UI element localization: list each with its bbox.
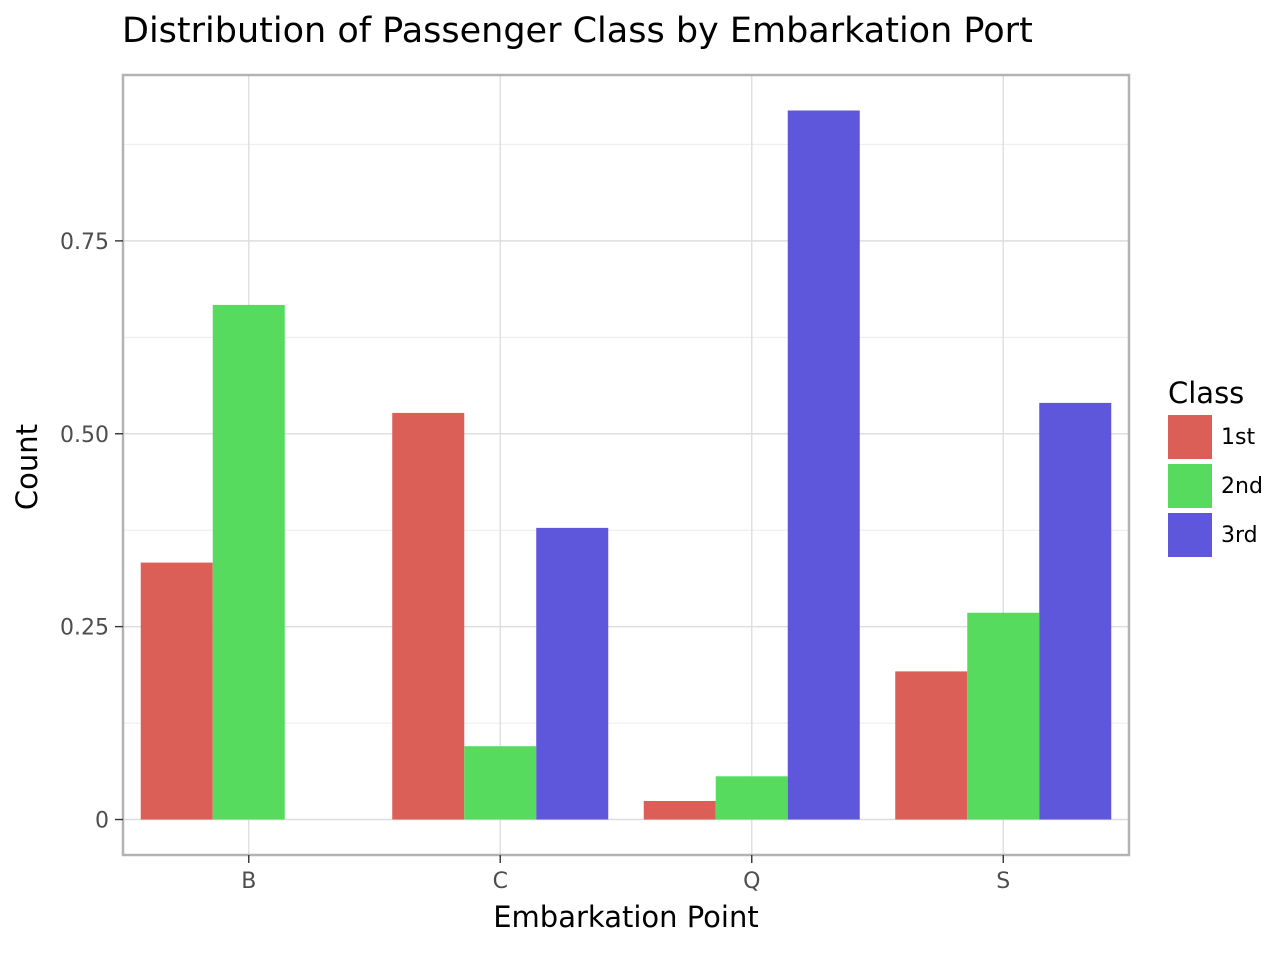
legend-swatch-1st (1168, 415, 1212, 459)
bar-B-1st (141, 563, 213, 820)
y-axis-title: Count (10, 424, 44, 510)
bar-S-2nd (967, 613, 1039, 820)
bar-S-1st (895, 671, 967, 819)
y-tick-label: 0.25 (60, 616, 109, 641)
x-tick-label: C (493, 869, 508, 894)
legend-swatch-3rd (1168, 513, 1212, 557)
bar-B-2nd (213, 305, 285, 820)
x-axis-title: Embarkation Point (493, 900, 759, 934)
bar-Q-2nd (716, 776, 788, 819)
legend-title: Class (1168, 376, 1244, 410)
bar-C-1st (392, 413, 464, 820)
legend-label-1st: 1st (1221, 425, 1255, 450)
legend-label-2nd: 2nd (1221, 474, 1263, 499)
x-tick-label: S (996, 869, 1010, 894)
bar-S-3rd (1039, 403, 1111, 820)
bar-Q-3rd (788, 110, 860, 819)
bar-C-2nd (464, 746, 536, 819)
legend: Class 1st 2nd 3rd (1168, 376, 1263, 557)
legend-label-3rd: 3rd (1221, 523, 1258, 548)
x-tick-label: Q (743, 869, 760, 894)
bar-Q-1st (644, 801, 716, 820)
y-tick-label: 0 (95, 809, 109, 834)
y-tick-label: 0.50 (60, 423, 109, 448)
chart-title: Distribution of Passenger Class by Embar… (122, 11, 1033, 51)
plot-area (123, 75, 1129, 855)
y-axis: 0 0.25 0.50 0.75 (60, 230, 123, 834)
legend-swatch-2nd (1168, 464, 1212, 508)
x-tick-label: B (241, 869, 256, 894)
bar-C-3rd (536, 528, 608, 820)
y-tick-label: 0.75 (60, 230, 109, 255)
